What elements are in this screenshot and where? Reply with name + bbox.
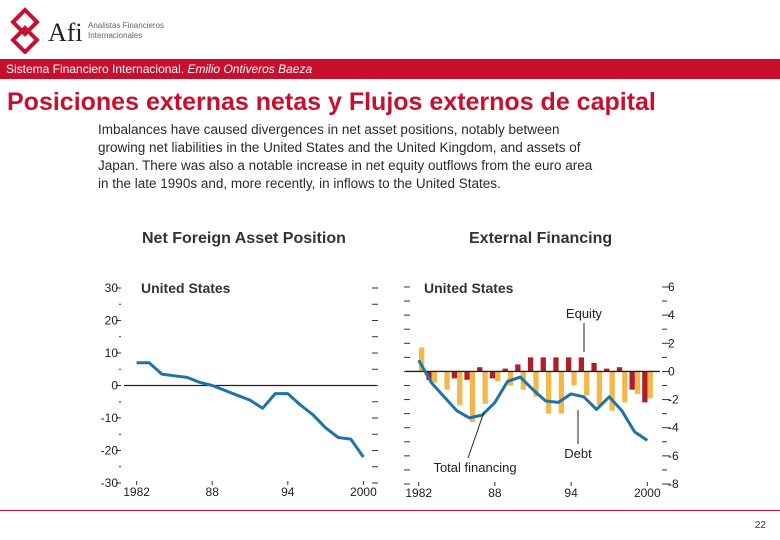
equity-bar bbox=[477, 367, 483, 372]
equity-bar bbox=[604, 368, 610, 372]
debt-bar bbox=[457, 371, 463, 406]
description-line: Japan. There was also a notable increase… bbox=[98, 158, 593, 173]
equity-bar bbox=[616, 367, 623, 372]
y-tick-label: 2 bbox=[668, 336, 675, 350]
description-line: growing net liabilities in the United St… bbox=[98, 140, 581, 155]
debt-bar bbox=[647, 371, 653, 399]
total-financing-line bbox=[417, 359, 649, 442]
equity-bar bbox=[527, 357, 534, 372]
footer-divider bbox=[0, 510, 780, 511]
logo-subtitle-line-2: Internacionales bbox=[88, 31, 143, 40]
slide-title: Posiciones externas netas y Flujos exter… bbox=[7, 88, 656, 116]
equity-bar bbox=[540, 357, 546, 372]
debt-bar bbox=[482, 371, 488, 404]
x-tick-label: 1982 bbox=[123, 485, 150, 499]
debt-bar bbox=[507, 371, 514, 386]
chart-title: Net Foreign Asset Position bbox=[142, 230, 346, 247]
debt-bar bbox=[596, 371, 603, 406]
equity-bar bbox=[566, 357, 572, 372]
y-tick-label: -2 bbox=[668, 393, 679, 407]
x-tick-label: 2000 bbox=[634, 486, 661, 500]
equity-bar bbox=[502, 368, 508, 372]
annotation-total-financing: Total financing bbox=[433, 460, 516, 475]
course-author: Emilio Ontiveros Baeza bbox=[187, 62, 313, 76]
debt-bar bbox=[546, 371, 552, 414]
annotation-equity: Equity bbox=[566, 306, 603, 321]
y-tick-label: 0 bbox=[668, 364, 675, 378]
debt-bar bbox=[444, 371, 450, 390]
y-tick-label: -8 bbox=[668, 477, 679, 491]
annotation-debt: Debt bbox=[564, 446, 592, 461]
y-tick-label: 6 bbox=[668, 280, 675, 294]
x-tick-label: 88 bbox=[206, 485, 220, 499]
chart-description: Imbalances have caused divergences in ne… bbox=[98, 121, 698, 193]
debt-bar bbox=[584, 371, 590, 396]
series-line bbox=[136, 361, 365, 458]
equity-bar bbox=[489, 371, 496, 379]
debt-bar bbox=[419, 347, 425, 372]
annotation-leader bbox=[467, 411, 485, 459]
equity-bar bbox=[451, 371, 457, 379]
equity-bar bbox=[591, 363, 597, 372]
y-tick-label: 20 bbox=[105, 314, 119, 328]
course-prefix: Sistema Financiero Internacional. bbox=[6, 62, 188, 76]
x-tick-label: 94 bbox=[564, 486, 578, 500]
y-tick-label: 0 bbox=[111, 379, 118, 393]
debt-bar bbox=[431, 371, 437, 383]
debt-bar bbox=[634, 371, 641, 394]
y-tick-label: 30 bbox=[105, 281, 119, 295]
description-line: in the late 1990s and, more recently, in… bbox=[98, 176, 501, 191]
x-tick-label: 1982 bbox=[405, 486, 432, 500]
y-tick-label: -4 bbox=[668, 421, 679, 435]
y-tick-label: -10 bbox=[101, 411, 119, 425]
description-line: Imbalances have caused divergences in ne… bbox=[98, 122, 560, 137]
y-tick-label: -30 bbox=[101, 476, 119, 490]
logo-subtitle: Analistas Financieros Internacionales bbox=[88, 21, 178, 41]
course-title: Sistema Financiero Internacional. Emilio… bbox=[6, 62, 312, 76]
debt-bar bbox=[495, 371, 501, 382]
y-tick-label: -6 bbox=[668, 449, 679, 463]
page-number: 22 bbox=[754, 520, 766, 531]
equity-bar bbox=[515, 364, 521, 372]
chart-title: External Financing bbox=[469, 230, 612, 247]
logo-subtitle-line-1: Analistas Financieros bbox=[88, 21, 165, 30]
debt-bar bbox=[622, 371, 628, 403]
debt-bar bbox=[533, 371, 539, 397]
debt-bar bbox=[558, 371, 564, 414]
debt-bar bbox=[571, 371, 577, 386]
x-tick-label: 94 bbox=[281, 485, 295, 499]
charts-canvas: Net Foreign Asset Position United States 3… bbox=[101, 230, 679, 500]
debt-bar bbox=[469, 371, 476, 423]
equity-bar bbox=[553, 357, 559, 372]
afi-logo: Afi Analistas Financieros Internacionale… bbox=[6, 6, 166, 54]
debt-bar bbox=[609, 371, 615, 411]
y-tick-label: 10 bbox=[105, 346, 119, 360]
course-bar: Sistema Financiero Internacional. Emilio… bbox=[0, 59, 780, 79]
equity-bar bbox=[629, 371, 635, 390]
equity-bar bbox=[642, 371, 648, 403]
chart-subtitle: United States bbox=[141, 280, 231, 296]
y-tick-label: 4 bbox=[668, 308, 675, 322]
x-tick-label: 2000 bbox=[350, 485, 377, 499]
equity-bar bbox=[578, 357, 584, 372]
x-tick-label: 88 bbox=[488, 486, 502, 500]
logo-text: Afi bbox=[48, 18, 83, 47]
y-tick-label: -20 bbox=[101, 444, 119, 458]
equity-bar bbox=[464, 371, 470, 380]
chart-subtitle: United States bbox=[424, 280, 514, 296]
afi-logo-icon bbox=[10, 7, 40, 54]
